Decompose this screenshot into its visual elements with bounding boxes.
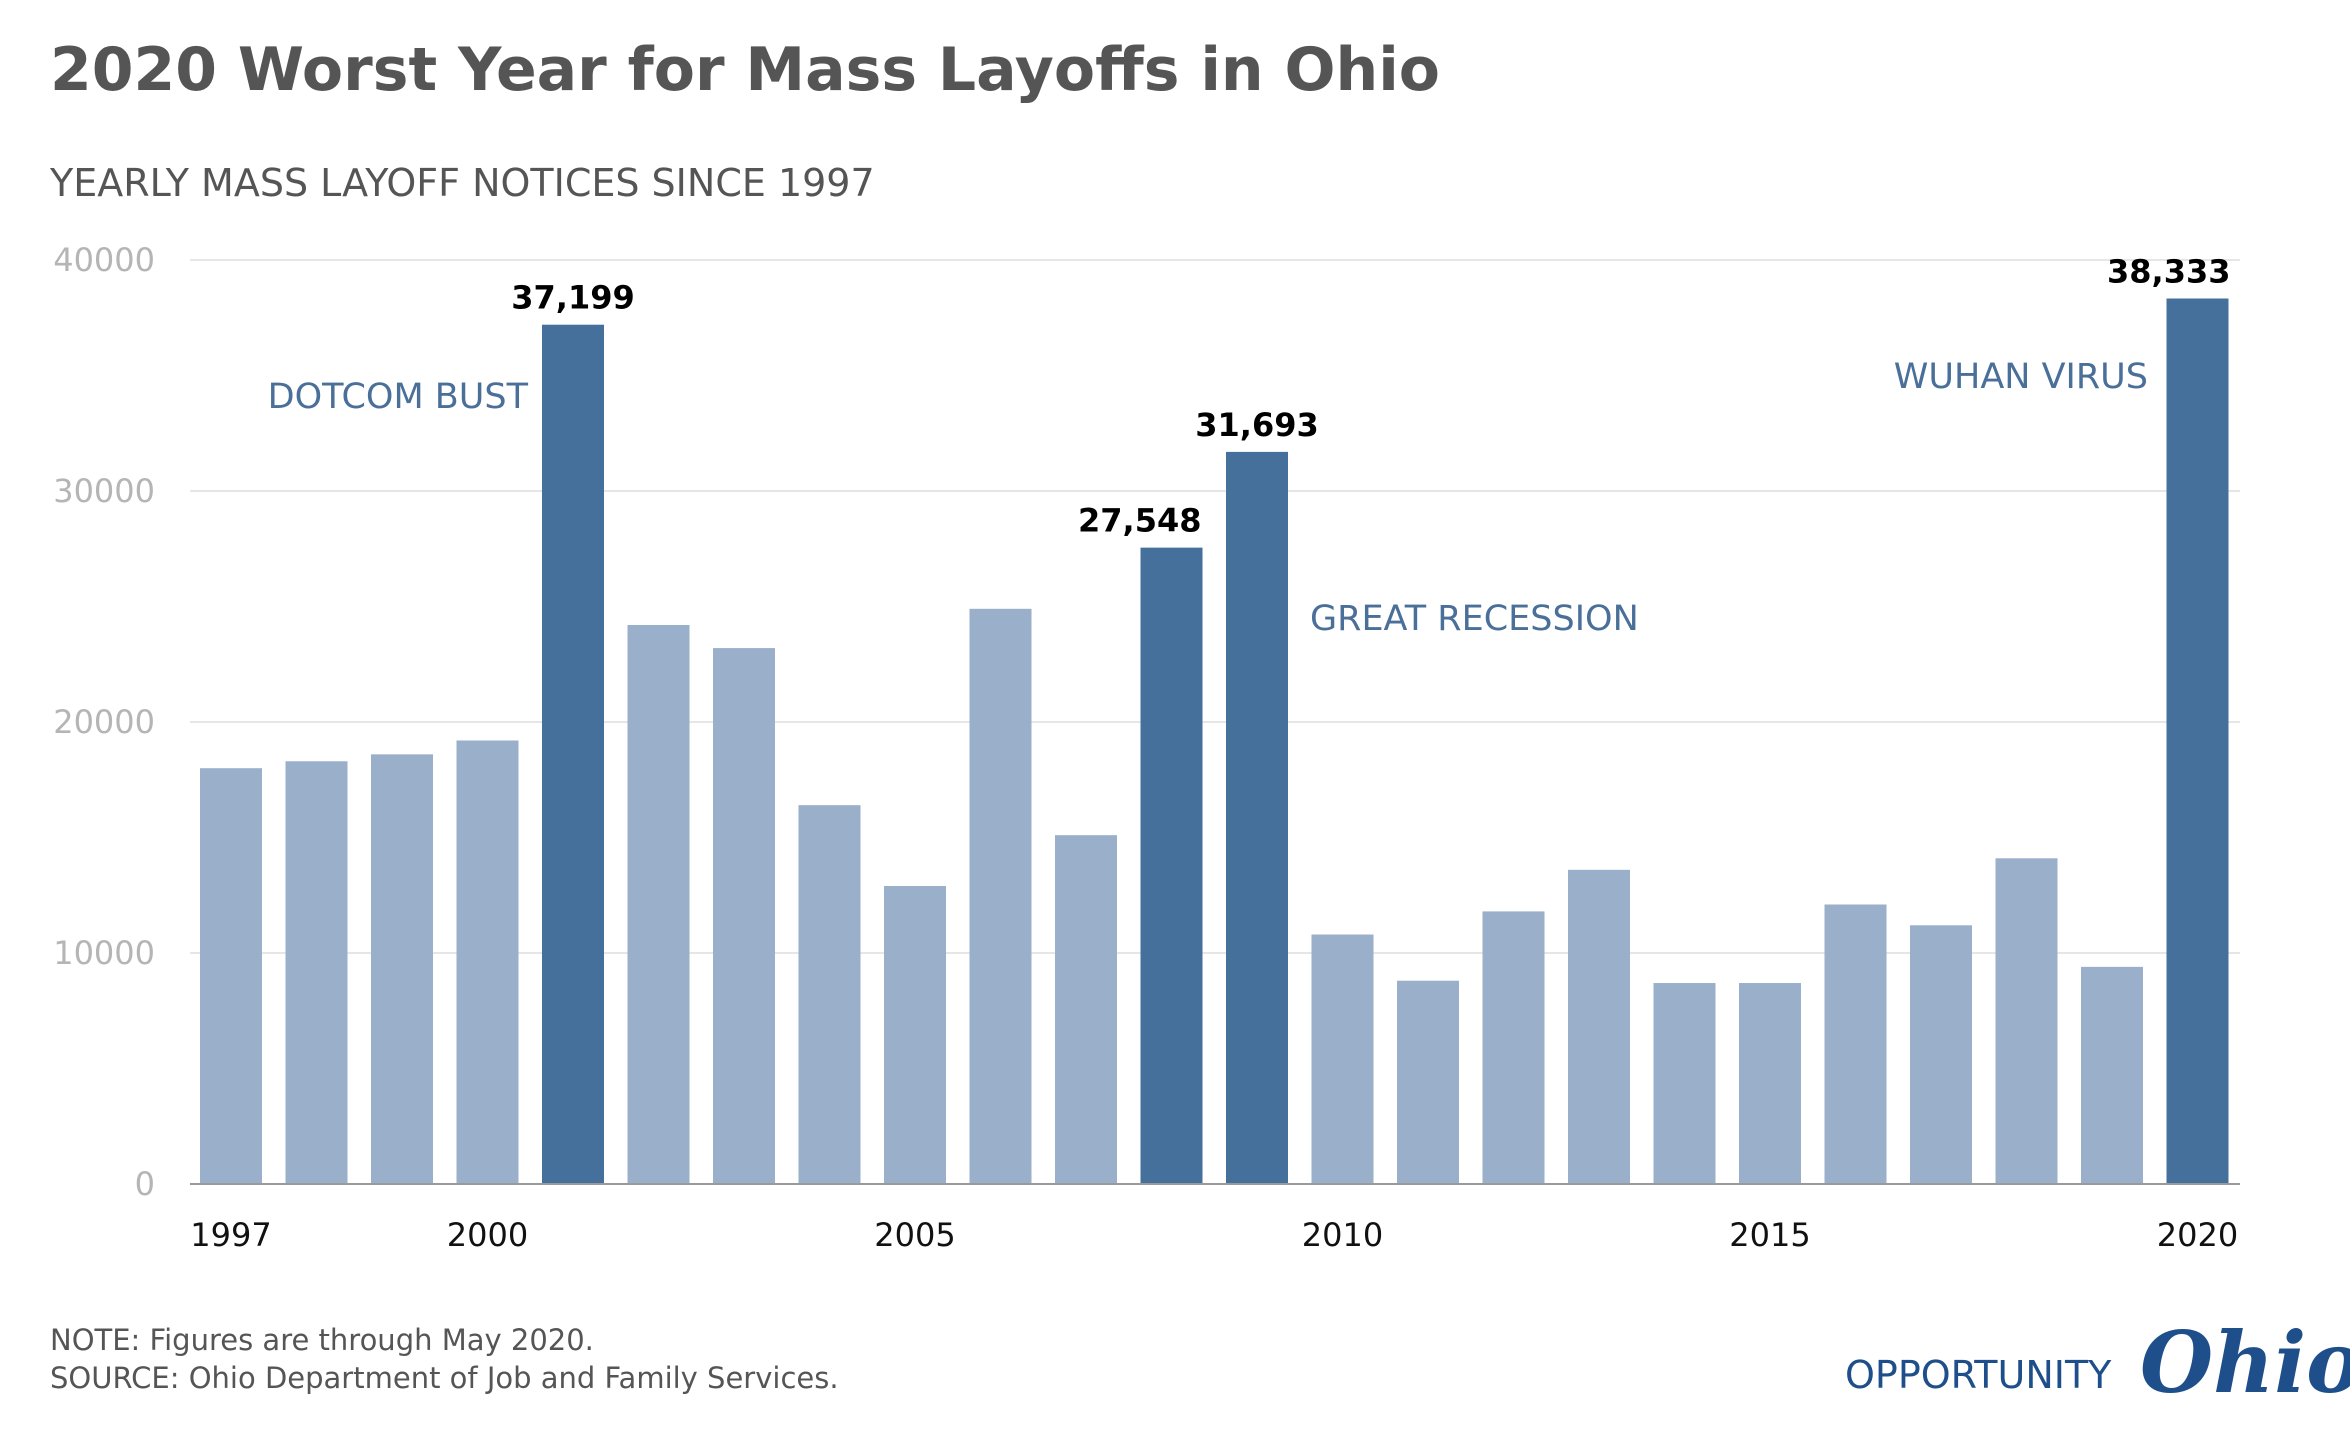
bar-2013 <box>1568 869 1630 1184</box>
annotation-2020: WUHAN VIRUS <box>1894 357 2148 397</box>
annotation-2009: GREAT RECESSION <box>1310 599 1639 639</box>
data-labels: 37,199 27,548 31,693 38,333 <box>511 253 2230 540</box>
bar-2003 <box>713 648 775 1184</box>
bar-1997 <box>200 768 262 1184</box>
bar-2014 <box>1653 983 1716 1184</box>
bar-2008 <box>1140 547 1203 1184</box>
footnote-source: SOURCE: Ohio Department of Job and Famil… <box>50 1361 839 1395</box>
x-tick-label: 2005 <box>874 1216 955 1254</box>
bar-2018 <box>1995 858 2058 1184</box>
y-tick-label: 30000 <box>53 472 155 510</box>
y-axis-ticks: 40000 30000 20000 10000 0 <box>53 241 155 1203</box>
x-tick-label: 2010 <box>1302 1216 1383 1254</box>
bar-2020 <box>2166 298 2229 1184</box>
y-tick-label: 10000 <box>53 934 155 972</box>
bar-2016 <box>1824 904 1887 1184</box>
bar-2000 <box>456 740 519 1184</box>
bar-2012 <box>1482 911 1545 1184</box>
x-axis-ticks: 1997 2000 2005 2010 2015 2020 <box>190 1216 2238 1254</box>
bar-2019 <box>2081 966 2143 1184</box>
bar-2011 <box>1397 980 1459 1184</box>
bar-2001 <box>542 324 604 1184</box>
bar-2005 <box>884 886 946 1184</box>
bar-2010 <box>1311 934 1374 1184</box>
annotations: DOTCOM BUST GREAT RECESSION WUHAN VIRUS <box>268 357 2148 639</box>
bar-1998 <box>285 761 348 1184</box>
y-tick-label: 40000 <box>53 241 155 279</box>
bar-2004 <box>798 805 861 1184</box>
bar-2006 <box>969 608 1032 1184</box>
x-tick-label: 2015 <box>1729 1216 1810 1254</box>
x-tick-label: 2020 <box>2157 1216 2238 1254</box>
x-tick-label: 1997 <box>190 1216 271 1254</box>
bar-1999 <box>371 754 433 1184</box>
data-label-2001: 37,199 <box>511 279 634 317</box>
data-label-2009: 31,693 <box>1195 406 1318 444</box>
annotation-2001: DOTCOM BUST <box>268 377 529 417</box>
chart-subtitle: YEARLY MASS LAYOFF NOTICES SINCE 1997 <box>49 161 875 205</box>
bar-2007 <box>1055 835 1117 1184</box>
y-tick-label: 0 <box>135 1165 155 1203</box>
bar-2009 <box>1226 451 1288 1184</box>
x-tick-label: 2000 <box>447 1216 528 1254</box>
data-label-2008: 27,548 <box>1078 502 1201 540</box>
gridlines <box>190 259 2240 954</box>
y-tick-label: 20000 <box>53 703 155 741</box>
bars <box>200 298 2229 1184</box>
footnote-note: NOTE: Figures are through May 2020. <box>50 1323 594 1357</box>
bar-2017 <box>1910 925 1972 1184</box>
bar-2015 <box>1739 983 1801 1184</box>
data-label-2020: 38,333 <box>2107 253 2230 291</box>
chart-title: 2020 Worst Year for Mass Layoffs in Ohio <box>50 35 1440 105</box>
opportunity-ohio-logo: OPPORTUNITY Ohio <box>1845 1313 2350 1412</box>
bar-2002 <box>627 624 690 1184</box>
logo-script: Ohio <box>2140 1313 2350 1412</box>
logo-wordmark: OPPORTUNITY <box>1845 1353 2112 1397</box>
